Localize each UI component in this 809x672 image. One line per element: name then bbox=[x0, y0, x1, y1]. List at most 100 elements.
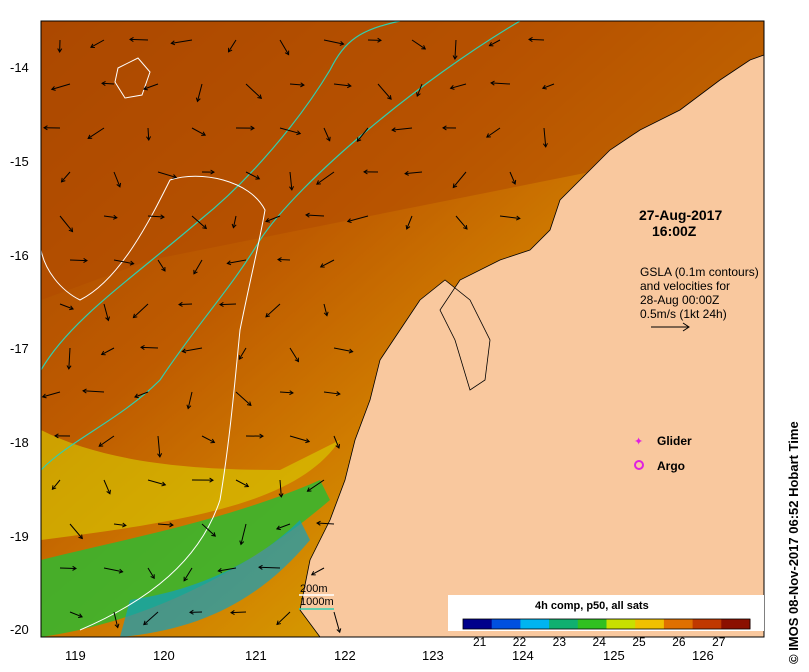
colorbar-tick-label: 25 bbox=[632, 635, 646, 649]
velocity-arrow bbox=[193, 259, 203, 275]
velocity-arrowhead bbox=[83, 258, 88, 263]
velocity-arrow bbox=[455, 215, 468, 230]
velocity-arrow bbox=[245, 171, 260, 180]
colorbar-segment bbox=[663, 619, 694, 629]
velocity-arrowhead bbox=[66, 365, 72, 370]
velocity-arrowhead bbox=[186, 404, 192, 410]
lon-axis: 119 120 121 122 123 124 125 126 bbox=[65, 648, 714, 663]
velocity-arrowhead bbox=[316, 180, 321, 185]
velocity-arrowhead bbox=[490, 80, 495, 86]
velocity-arrowhead bbox=[339, 40, 345, 46]
velocity-arrow bbox=[183, 567, 193, 582]
velocity-arrowhead bbox=[43, 125, 48, 131]
velocity-arrow bbox=[129, 38, 149, 41]
velocity-arrowhead bbox=[421, 45, 427, 50]
colorbar: 4h comp, p50, all sats 21 22 23 24 25 26 27 bbox=[448, 595, 764, 649]
argo-marker-icon bbox=[634, 460, 644, 470]
velocity-arrow bbox=[405, 171, 423, 175]
velocity-arrow bbox=[227, 259, 247, 264]
velocity-arrowhead bbox=[442, 125, 447, 131]
isobath-200m-line bbox=[41, 175, 266, 631]
velocity-arrowhead bbox=[183, 576, 188, 582]
velocity-arrow bbox=[311, 567, 325, 576]
velocity-arrow bbox=[489, 39, 501, 47]
velocity-arrowhead bbox=[189, 609, 194, 615]
velocity-arrow bbox=[333, 83, 351, 87]
velocity-arrow bbox=[113, 611, 119, 628]
velocity-arrow bbox=[147, 127, 150, 141]
velocity-arrow bbox=[279, 127, 301, 135]
velocity-arrow bbox=[157, 259, 166, 272]
velocity-arrowhead bbox=[416, 92, 421, 98]
velocity-arrow bbox=[454, 39, 457, 59]
lon-tick: 126 bbox=[692, 648, 714, 663]
velocity-arrow bbox=[59, 303, 74, 310]
velocity-arrowhead bbox=[335, 443, 341, 449]
isobath-1000-label: 1000m bbox=[300, 596, 334, 608]
lon-tick: 123 bbox=[422, 648, 444, 663]
velocity-arrowhead bbox=[275, 525, 281, 531]
velocity-arrow bbox=[219, 303, 237, 306]
velocity-arrowhead bbox=[219, 301, 224, 307]
colorbar-tick-label: 21 bbox=[473, 635, 487, 649]
velocity-arrow bbox=[113, 171, 121, 188]
velocity-arrow bbox=[323, 391, 340, 395]
velocity-arrow bbox=[51, 83, 71, 90]
velocity-arrow bbox=[499, 215, 520, 219]
velocity-arrowhead bbox=[157, 453, 163, 458]
lat-tick: -17 bbox=[10, 341, 29, 356]
velocity-arrow bbox=[157, 171, 177, 178]
velocity-arrowhead bbox=[178, 301, 183, 307]
velocity-arrowhead bbox=[202, 224, 208, 230]
colorbar-segment bbox=[463, 619, 493, 629]
velocity-arrowhead bbox=[347, 83, 352, 89]
velocity-arrow bbox=[486, 127, 501, 138]
velocity-arrow bbox=[323, 39, 344, 45]
colorbar-tick-label: 24 bbox=[593, 635, 607, 649]
velocity-arrow bbox=[240, 523, 247, 545]
lat-tick: -16 bbox=[10, 248, 29, 263]
velocity-arrowhead bbox=[134, 393, 139, 399]
velocity-arrowhead bbox=[296, 130, 302, 136]
velocity-arrowhead bbox=[265, 312, 270, 318]
velocity-arrow bbox=[147, 479, 166, 486]
lon-tick: 122 bbox=[334, 648, 356, 663]
velocity-arrowhead bbox=[172, 174, 178, 179]
velocity-arrowhead bbox=[306, 487, 312, 492]
velocity-arrow bbox=[411, 39, 426, 50]
velocity-arrowhead bbox=[68, 227, 74, 233]
velocity-arrowhead bbox=[69, 305, 74, 311]
velocity-arrowhead bbox=[114, 623, 120, 629]
velocity-arrowhead bbox=[181, 348, 187, 354]
velocity-arrowhead bbox=[363, 169, 368, 175]
velocity-arrow bbox=[133, 303, 149, 319]
velocity-arrowhead bbox=[193, 269, 198, 275]
velocity-arrowhead bbox=[227, 47, 233, 53]
velocity-arrowhead bbox=[488, 41, 494, 47]
velocity-arrow bbox=[279, 391, 294, 394]
velocity-arrowhead bbox=[210, 169, 215, 175]
velocity-arrowhead bbox=[336, 628, 342, 634]
velocity-arrow bbox=[276, 523, 291, 530]
velocity-arrow bbox=[140, 346, 159, 349]
velocity-arrow bbox=[333, 611, 341, 633]
velocity-arrow bbox=[306, 214, 325, 217]
velocity-arrowhead bbox=[211, 532, 216, 537]
lon-tick: 124 bbox=[512, 648, 534, 663]
velocity-arrow bbox=[307, 479, 325, 492]
velocity-arrowhead bbox=[239, 540, 245, 546]
velocity-arrow bbox=[543, 127, 547, 147]
velocity-arrowhead bbox=[542, 143, 548, 148]
velocity-arrowhead bbox=[54, 433, 59, 439]
velocity-arrowhead bbox=[515, 215, 521, 221]
velocity-arrowhead bbox=[391, 127, 396, 133]
velocity-arrowhead bbox=[87, 134, 93, 140]
isobath-legend: 200m 1000m bbox=[299, 583, 334, 610]
scale-arrow bbox=[651, 322, 690, 332]
velocity-arrow bbox=[279, 479, 282, 497]
velocity-arrowhead bbox=[452, 55, 458, 60]
platform-legend: ✦ Glider Argo bbox=[634, 434, 692, 473]
velocity-arrowhead bbox=[246, 401, 252, 406]
velocity-arrow bbox=[157, 435, 161, 457]
velocity-arrow bbox=[347, 215, 369, 222]
